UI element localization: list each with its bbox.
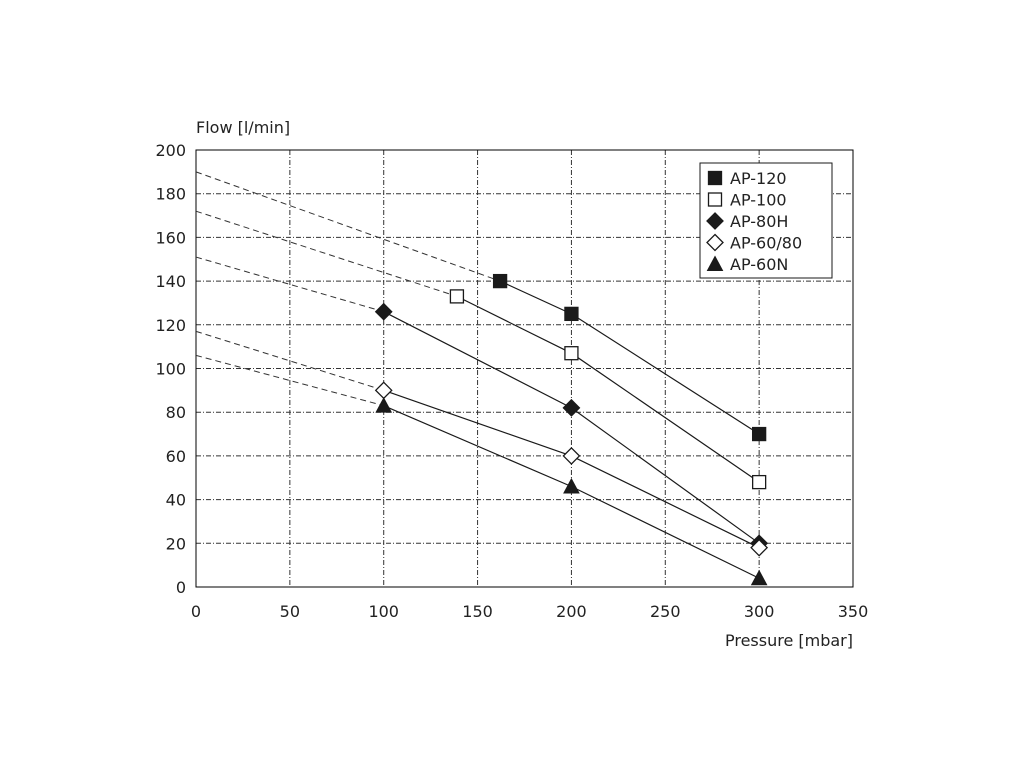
point-ap-60-80 xyxy=(750,538,769,557)
point-ap-100 xyxy=(564,346,579,361)
point-ap-60n xyxy=(750,569,768,586)
y-tick-label: 180 xyxy=(155,185,186,204)
y-tick-label: 60 xyxy=(166,447,186,466)
point-ap-120 xyxy=(564,306,579,322)
x-tick-label: 150 xyxy=(462,602,493,621)
y-tick-labels: 0 20 40 60 80 100 120 140 160 180 200 xyxy=(155,141,186,597)
extrapolation-ap-100 xyxy=(195,210,458,297)
legend-label-ap-60-80: AP-60/80 xyxy=(730,234,802,253)
legend-marker-ap-60-80 xyxy=(706,233,724,252)
legend-marker-ap-120 xyxy=(707,170,723,186)
series-line-ap-100 xyxy=(456,295,760,483)
plot-frame xyxy=(195,149,854,588)
legend-label-ap-100: AP-100 xyxy=(730,191,787,210)
y-axis-title: Flow [l/min] xyxy=(196,118,290,137)
x-tick-label: 50 xyxy=(280,602,300,621)
y-tick-label: 80 xyxy=(166,403,186,422)
x-tick-label: 200 xyxy=(556,602,587,621)
point-ap-120 xyxy=(492,273,508,289)
extrapolation-ap-80h xyxy=(195,256,384,313)
y-tick-label: 20 xyxy=(166,534,186,553)
point-ap-60-80 xyxy=(374,381,393,400)
point-ap-60n xyxy=(563,477,580,494)
x-tick-label: 250 xyxy=(650,602,681,621)
point-ap-100 xyxy=(751,474,767,490)
y-tick-label: 0 xyxy=(176,578,186,597)
x-tick-label: 100 xyxy=(368,602,399,621)
point-ap-80h xyxy=(374,302,393,321)
x-tick-label: 0 xyxy=(191,602,201,621)
extrapolation-ap-60-80 xyxy=(195,330,384,391)
point-ap-60n xyxy=(375,397,393,413)
extrapolation-ap-60n xyxy=(195,354,384,407)
y-tick-label: 120 xyxy=(155,316,186,335)
point-ap-120 xyxy=(751,426,767,442)
legend-label-ap-60n: AP-60N xyxy=(730,255,788,274)
legend-label-ap-80h: AP-80H xyxy=(730,212,788,231)
point-ap-80h xyxy=(562,398,581,417)
y-tick-label: 40 xyxy=(166,491,186,510)
x-tick-label: 350 xyxy=(838,602,869,621)
y-tick-label: 140 xyxy=(155,272,186,291)
legend-marker-ap-100 xyxy=(707,192,723,207)
x-tick-labels: 0 50 100 150 200 250 300 350 xyxy=(191,602,868,621)
x-tick-label: 300 xyxy=(744,602,775,621)
point-ap-100 xyxy=(449,289,465,304)
y-tick-label: 200 xyxy=(155,141,186,160)
legend-marker-ap-60n xyxy=(706,255,724,271)
point-ap-60-80 xyxy=(562,446,581,465)
extrapolation-ap-120 xyxy=(195,171,501,282)
series-line-ap-120 xyxy=(499,280,760,435)
y-tick-label: 100 xyxy=(155,360,186,379)
legend-marker-ap-80h xyxy=(706,212,724,230)
series-markers xyxy=(374,273,769,586)
extrapolation-lines xyxy=(195,171,501,407)
legend-label-ap-120: AP-120 xyxy=(730,169,787,188)
y-tick-label: 160 xyxy=(155,228,186,247)
legend: AP-120 AP-100 AP-80H AP-60/80 AP-60N xyxy=(699,162,833,279)
x-axis-title: Pressure [mbar] xyxy=(725,631,853,650)
